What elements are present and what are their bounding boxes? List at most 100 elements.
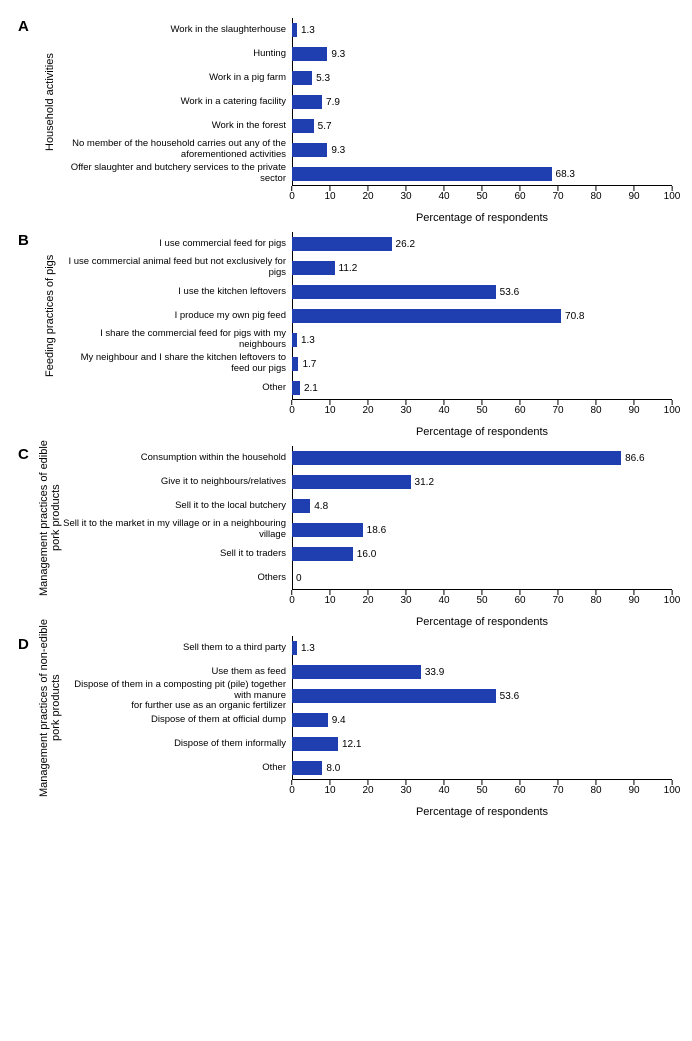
bar — [292, 261, 335, 275]
bar — [292, 499, 310, 513]
x-tick: 10 — [324, 186, 335, 202]
bar-value-label: 68.3 — [556, 169, 575, 180]
x-tick: 30 — [400, 780, 411, 796]
bar-value-label: 5.7 — [318, 121, 332, 132]
tick-label: 70 — [552, 595, 563, 606]
tick-label: 40 — [438, 191, 449, 202]
bar — [292, 475, 411, 489]
category-label: I produce my own pig feed — [60, 304, 292, 328]
category-label: Work in a catering facility — [60, 90, 292, 114]
x-tick: 70 — [552, 780, 563, 796]
bar — [292, 641, 297, 655]
category-label: Work in the forest — [60, 114, 292, 138]
plot-area: 1.39.35.37.95.79.368.3 — [292, 18, 672, 186]
bar-row: 53.6 — [292, 684, 672, 708]
bar — [292, 381, 300, 395]
category-label: Consumption within the household — [60, 446, 292, 470]
x-tick: 60 — [514, 186, 525, 202]
x-tick: 80 — [590, 186, 601, 202]
category-label-row: Sell it to traders — [60, 542, 292, 566]
category-label-row: Give it to neighbours/relatives — [60, 470, 292, 494]
tick-label: 20 — [362, 595, 373, 606]
plot-wrap: 1.39.35.37.95.79.368.3010203040506070809… — [292, 18, 672, 224]
x-tick: 60 — [514, 590, 525, 606]
bar-row: 9.4 — [292, 708, 672, 732]
x-tick: 90 — [628, 186, 639, 202]
tick-label: 90 — [628, 595, 639, 606]
tick-label: 10 — [324, 595, 335, 606]
plot-wrap: 1.333.953.69.412.18.00102030405060708090… — [292, 636, 672, 818]
x-axis-title: Percentage of respondents — [292, 426, 672, 438]
tick-label: 60 — [514, 595, 525, 606]
bar-row: 0 — [292, 566, 672, 590]
tick-label: 20 — [362, 191, 373, 202]
category-label: Work in a pig farm — [60, 66, 292, 90]
category-label-row: I use commercial feed for pigs — [60, 232, 292, 256]
bar-value-label: 18.6 — [367, 525, 386, 536]
bar-value-label: 5.3 — [316, 73, 330, 84]
x-tick: 10 — [324, 590, 335, 606]
bar-value-label: 9.4 — [332, 715, 346, 726]
bar — [292, 47, 327, 61]
plot-area: 86.631.24.818.616.00 — [292, 446, 672, 590]
tick-label: 70 — [552, 405, 563, 416]
x-tick: 50 — [476, 186, 487, 202]
bar — [292, 143, 327, 157]
bar — [292, 333, 297, 347]
bar-row: 8.0 — [292, 756, 672, 780]
x-axis-title: Percentage of respondents — [292, 806, 672, 818]
bar-value-label: 12.1 — [342, 739, 361, 750]
tick-label: 70 — [552, 191, 563, 202]
tick-label: 80 — [590, 191, 601, 202]
category-label: Sell it to traders — [60, 542, 292, 566]
plot-wrap: 26.211.253.670.81.31.72.1010203040506070… — [292, 232, 672, 438]
category-label: I use the kitchen leftovers — [60, 280, 292, 304]
x-tick: 20 — [362, 186, 373, 202]
bar-row: 12.1 — [292, 732, 672, 756]
x-axis: 0102030405060708090100 — [292, 400, 672, 426]
category-label: Dispose of them at official dump — [60, 708, 292, 732]
tick-label: 30 — [400, 405, 411, 416]
plot-wrap: 86.631.24.818.616.0001020304050607080901… — [292, 446, 672, 628]
category-label-row: Other — [60, 376, 292, 400]
category-label-row: I use commercial animal feed but not exc… — [60, 256, 292, 280]
plot-area: 1.333.953.69.412.18.0 — [292, 636, 672, 780]
x-tick: 70 — [552, 400, 563, 416]
tick-label: 10 — [324, 405, 335, 416]
tick-label: 50 — [476, 405, 487, 416]
x-tick: 40 — [438, 590, 449, 606]
x-tick: 40 — [438, 186, 449, 202]
bar-value-label: 16.0 — [357, 549, 376, 560]
bar-row: 26.2 — [292, 232, 672, 256]
category-label: My neighbour and I share the kitchen lef… — [60, 352, 292, 376]
bar-row: 9.3 — [292, 138, 672, 162]
bar — [292, 523, 363, 537]
bar — [292, 167, 552, 181]
bar-value-label: 53.6 — [500, 691, 519, 702]
bar — [292, 689, 496, 703]
bar-value-label: 8.0 — [326, 763, 340, 774]
panel-letter: D — [18, 636, 29, 653]
bar — [292, 713, 328, 727]
x-tick: 50 — [476, 400, 487, 416]
x-tick: 70 — [552, 590, 563, 606]
category-label-row: Dispose of them in a composting pit (pil… — [60, 684, 292, 708]
category-label: Work in the slaughterhouse — [60, 18, 292, 42]
bars-container: 1.39.35.37.95.79.368.3 — [292, 18, 672, 186]
tick-label: 80 — [590, 595, 601, 606]
bar-row: 2.1 — [292, 376, 672, 400]
panel-body: Feeding practices of pigsI use commercia… — [40, 232, 670, 438]
x-axis-title: Percentage of respondents — [292, 212, 672, 224]
x-axis: 0102030405060708090100 — [292, 780, 672, 806]
y-axis-title: Management practices of non-edible pork … — [40, 636, 60, 780]
bar-row: 9.3 — [292, 42, 672, 66]
y-axis-title: Household activities — [40, 18, 60, 186]
category-label: Other — [60, 756, 292, 780]
bar-value-label: 9.3 — [331, 49, 345, 60]
x-tick: 0 — [289, 590, 295, 606]
x-tick: 0 — [289, 400, 295, 416]
x-tick: 80 — [590, 780, 601, 796]
category-label: Other — [60, 376, 292, 400]
bar — [292, 119, 314, 133]
category-label: Hunting — [60, 42, 292, 66]
